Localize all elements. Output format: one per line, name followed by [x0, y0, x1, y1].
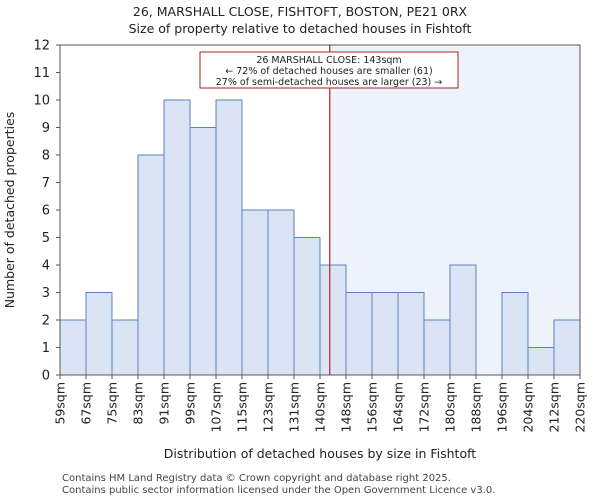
bar-131sqm — [293, 237, 321, 376]
chart-subtitle: Size of property relative to detached ho… — [128, 21, 472, 36]
y-tick-label: 8 — [42, 149, 50, 164]
x-tick-label: 148sqm — [339, 382, 354, 432]
x-tick-label: 220sqm — [573, 382, 588, 432]
bar-204sqm — [527, 347, 555, 376]
bar-115sqm — [241, 209, 269, 376]
bar-83sqm — [137, 154, 165, 376]
x-tick-label: 75sqm — [105, 382, 120, 425]
y-tick-label: 9 — [42, 121, 50, 136]
y-tick-label: 7 — [42, 176, 50, 191]
y-tick-label: 3 — [42, 286, 50, 301]
bar-196sqm — [501, 292, 529, 376]
x-tick-label: 156sqm — [365, 382, 380, 432]
footer-attribution-line-1: Contains HM Land Registry data © Crown c… — [62, 473, 451, 484]
x-tick-label: 131sqm — [287, 382, 302, 432]
y-tick-label: 5 — [42, 231, 50, 246]
annotation-line-1: 26 MARSHALL CLOSE: 143sqm — [256, 55, 401, 66]
x-tick-label: 67sqm — [79, 382, 94, 425]
x-tick-label: 123sqm — [261, 382, 276, 432]
bar-99sqm — [189, 127, 217, 376]
x-tick-label: 180sqm — [443, 382, 458, 432]
x-tick-label: 99sqm — [183, 382, 198, 425]
x-tick-label: 172sqm — [417, 382, 432, 432]
bar-172sqm — [423, 319, 451, 376]
bar-180sqm — [449, 264, 477, 376]
bar-140sqm — [319, 264, 347, 376]
footer-attribution-line-2: Contains public sector information licen… — [62, 485, 496, 496]
y-tick-label: 1 — [42, 341, 50, 356]
y-tick-label: 4 — [42, 259, 50, 274]
x-tick-label: 115sqm — [235, 382, 250, 432]
x-tick-label: 164sqm — [391, 382, 406, 432]
annotation-line-3: 27% of semi-detached houses are larger (… — [216, 77, 443, 88]
bar-107sqm — [215, 99, 243, 376]
annotation-box — [199, 51, 459, 89]
y-tick-label: 0 — [42, 369, 50, 384]
y-tick-label: 10 — [33, 94, 50, 109]
y-axis-label: Number of detached properties — [2, 112, 17, 309]
bar-67sqm — [85, 292, 113, 376]
annotation-line-2: ← 72% of detached houses are smaller (61… — [225, 66, 432, 77]
x-tick-label: 140sqm — [313, 382, 328, 432]
bar-75sqm — [111, 319, 139, 376]
bar-164sqm — [397, 292, 425, 376]
bar-156sqm — [371, 292, 399, 376]
chart-title: 26, MARSHALL CLOSE, FISHTOFT, BOSTON, PE… — [132, 4, 468, 19]
bar-59sqm — [59, 319, 87, 376]
bar-123sqm — [267, 209, 295, 376]
y-tick-label: 6 — [42, 204, 50, 219]
x-tick-label: 212sqm — [547, 382, 562, 432]
x-tick-label: 196sqm — [495, 382, 510, 432]
x-axis-label: Distribution of detached houses by size … — [164, 446, 476, 461]
x-tick-label: 107sqm — [209, 382, 224, 432]
x-tick-label: 91sqm — [157, 382, 172, 425]
x-tick-label: 204sqm — [521, 382, 536, 432]
x-tick-label: 188sqm — [469, 382, 484, 432]
y-tick-label: 2 — [42, 314, 50, 329]
bar-148sqm — [345, 292, 373, 376]
bar-91sqm — [163, 99, 191, 376]
x-tick-label: 59sqm — [53, 382, 68, 425]
y-tick-label: 12 — [33, 39, 50, 54]
bar-212sqm — [553, 319, 581, 376]
x-tick-label: 83sqm — [131, 382, 146, 425]
y-tick-label: 11 — [33, 66, 50, 81]
